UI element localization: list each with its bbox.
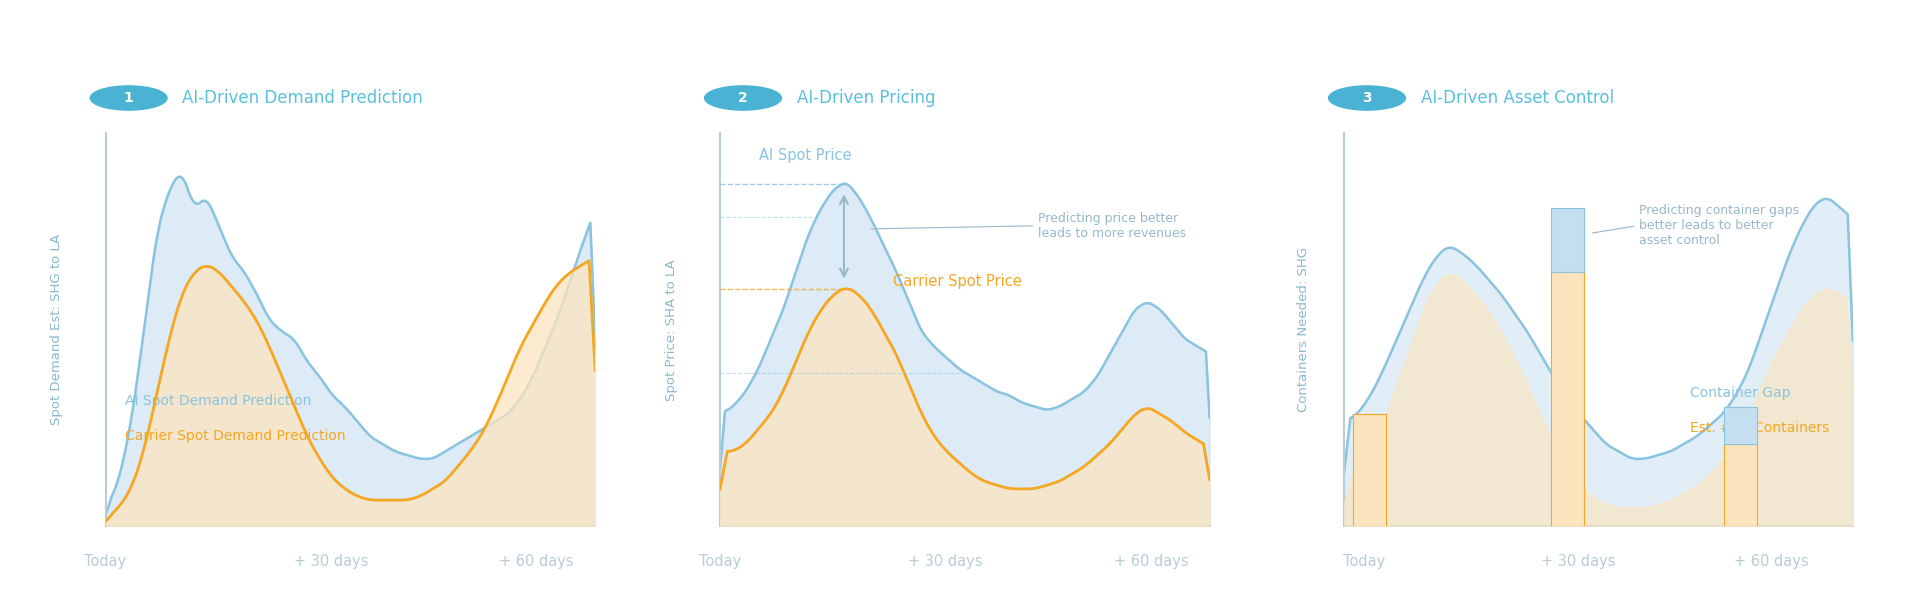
Text: Est. # of Containers: Est. # of Containers [1690,421,1830,435]
Text: Today: Today [84,554,127,569]
Text: 1: 1 [123,91,134,105]
Text: Containers Needed: SHG: Containers Needed: SHG [1296,247,1309,412]
Text: + 60 days: + 60 days [1734,554,1809,569]
Text: AI Spot Demand Prediction: AI Spot Demand Prediction [125,393,311,408]
Text: + 30 days: + 30 days [1540,554,1615,569]
Text: 2: 2 [737,91,749,105]
Text: Carrier Spot Price: Carrier Spot Price [893,274,1021,289]
Text: AI-Driven Pricing: AI-Driven Pricing [797,89,935,107]
Text: + 60 days: + 60 days [499,554,574,569]
Text: Spot Demand Est: SHG to LA: Spot Demand Est: SHG to LA [50,234,63,425]
Text: AI Spot Price: AI Spot Price [758,148,851,163]
Text: Predicting container gaps
better leads to better
asset control: Predicting container gaps better leads t… [1592,204,1799,247]
Bar [1724,444,1757,526]
Text: Predicting price better
leads to more revenues: Predicting price better leads to more re… [872,212,1187,240]
Text: 3: 3 [1361,91,1373,105]
Text: + 30 days: + 30 days [908,554,983,569]
Text: + 60 days: + 60 days [1114,554,1188,569]
Text: AI-Driven Asset Control: AI-Driven Asset Control [1421,89,1615,107]
Text: Carrier Spot Demand Prediction: Carrier Spot Demand Prediction [125,429,346,443]
Bar [1354,414,1386,526]
Bar [1551,208,1584,272]
Text: Today: Today [1344,554,1386,569]
Text: AI-Driven Demand Prediction: AI-Driven Demand Prediction [182,89,422,107]
Text: Container Gap: Container Gap [1690,385,1791,400]
Text: + 30 days: + 30 days [294,554,369,569]
Bar [1724,407,1757,444]
Bar [1551,272,1584,526]
Text: Spot Price: SHA to LA: Spot Price: SHA to LA [664,259,678,401]
Text: Today: Today [699,554,741,569]
